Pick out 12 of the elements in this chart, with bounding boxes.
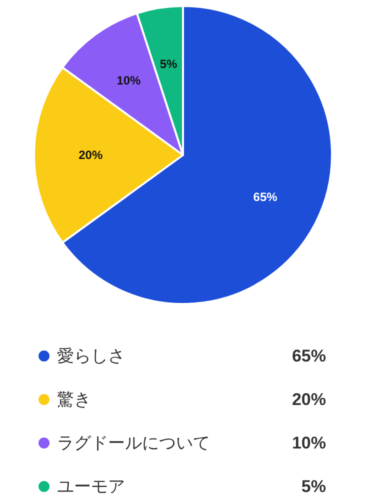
data-label: 5% (160, 56, 178, 71)
text: 10% (292, 434, 326, 452)
text: 5% (301, 477, 326, 496)
data-label: 65% (253, 190, 278, 204)
data-label: 20% (78, 148, 103, 162)
text: 65% (292, 346, 326, 366)
legend-label: 愛らしさ (57, 346, 125, 366)
text: 20% (292, 390, 326, 409)
legend-label: ラグドールについて (57, 434, 210, 452)
legend-label: 驚き (57, 390, 91, 409)
data-label: 10% (116, 73, 142, 88)
legend-label: ユーモア (57, 477, 125, 496)
